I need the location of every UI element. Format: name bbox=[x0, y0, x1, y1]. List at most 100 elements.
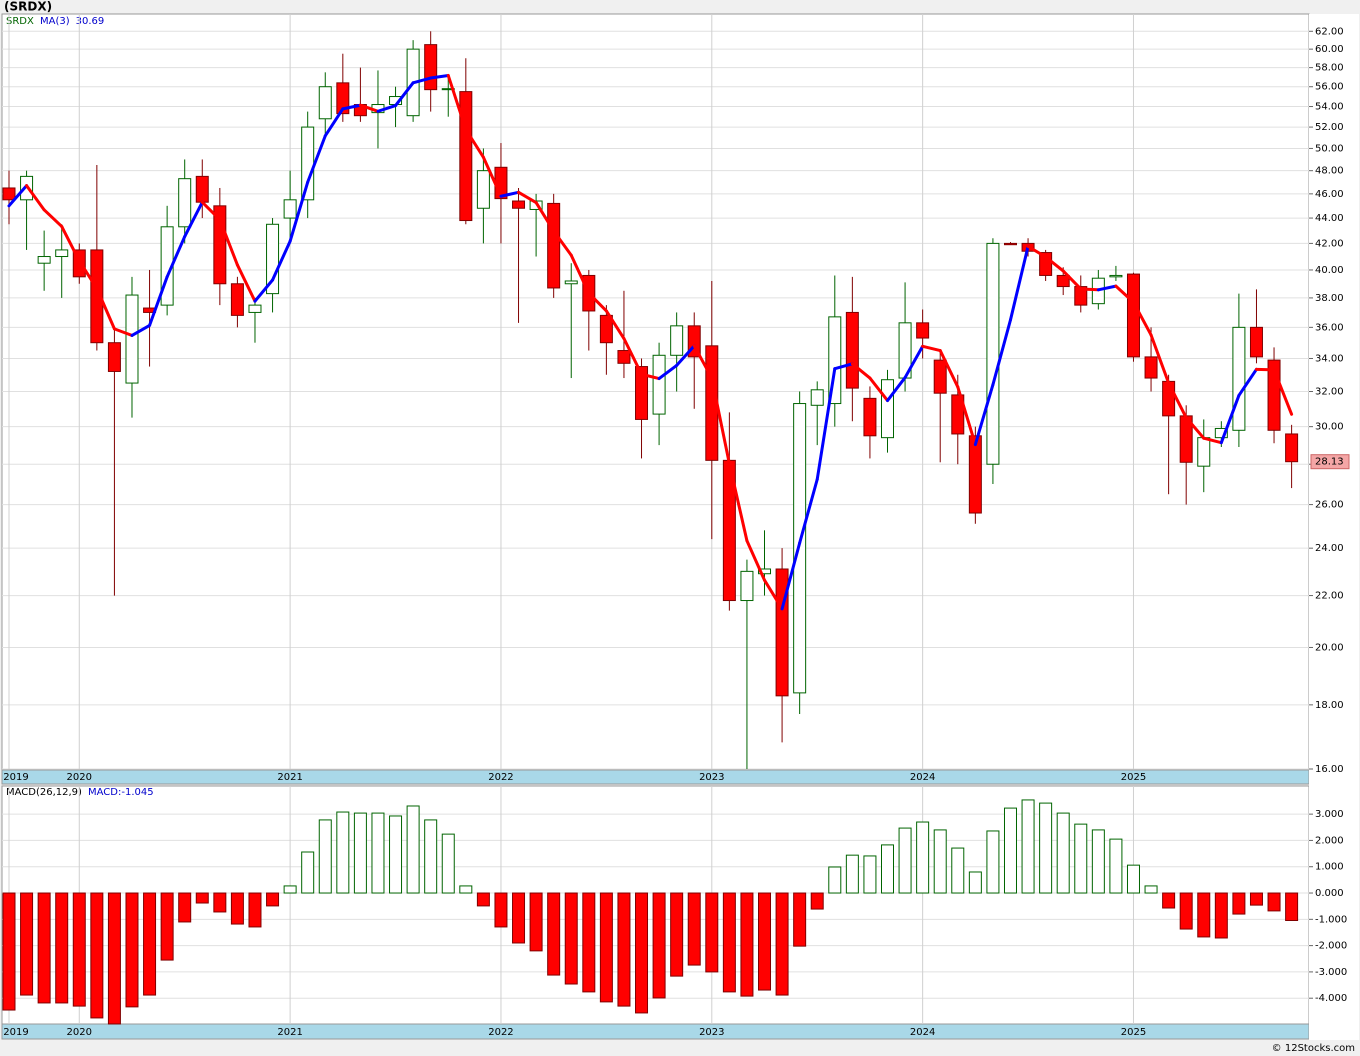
footer: © 12Stocks.com bbox=[1272, 1043, 1355, 1054]
ma-segment bbox=[323, 107, 345, 138]
candle-body bbox=[1249, 326, 1263, 358]
ma-segment bbox=[622, 337, 644, 376]
macd-bar bbox=[687, 892, 701, 966]
ma-segment bbox=[1114, 284, 1135, 304]
ma-segment bbox=[1131, 300, 1153, 337]
x-tick-label: 2019 bbox=[3, 772, 28, 783]
candle-body bbox=[37, 256, 51, 264]
candle-body bbox=[424, 44, 438, 91]
macd-bar bbox=[441, 833, 455, 894]
macd-bar bbox=[72, 892, 86, 1007]
y-tick-label: 62.00 bbox=[1315, 26, 1344, 37]
macd-bar bbox=[635, 892, 649, 1014]
candle-body bbox=[248, 304, 262, 313]
macd-bar bbox=[1056, 812, 1070, 894]
macd-bar bbox=[424, 819, 438, 894]
y-tick-label: 54.00 bbox=[1315, 102, 1344, 113]
y-tick-label: 30.00 bbox=[1315, 422, 1344, 433]
macd-bar bbox=[758, 892, 772, 991]
candle-body bbox=[740, 570, 754, 602]
candle-body bbox=[512, 200, 526, 209]
ma-segment bbox=[604, 309, 626, 341]
candle-body bbox=[107, 342, 121, 372]
candle-body bbox=[599, 314, 613, 344]
candle-body bbox=[810, 389, 824, 406]
ma-segment bbox=[1061, 269, 1083, 291]
x-tick-label: 2020 bbox=[67, 1027, 92, 1038]
ma-segment bbox=[42, 208, 64, 228]
ma-segment bbox=[253, 278, 275, 303]
ma-segment bbox=[1096, 284, 1118, 292]
macd-bar bbox=[670, 892, 684, 977]
x-tick-label: 2020 bbox=[67, 772, 92, 783]
candle-body bbox=[547, 202, 561, 289]
y-tick-label: 56.00 bbox=[1315, 82, 1344, 93]
y-tick-label: 46.00 bbox=[1315, 189, 1344, 200]
ma-segment bbox=[358, 103, 380, 113]
ma-segment bbox=[429, 73, 450, 80]
ma-segment bbox=[745, 539, 767, 582]
macd-bar bbox=[1074, 823, 1088, 894]
macd-bar bbox=[160, 892, 174, 961]
candle-body bbox=[1056, 274, 1070, 288]
ma-segment bbox=[868, 376, 889, 403]
macd-bar bbox=[143, 892, 157, 996]
axis-panel bbox=[1309, 14, 1359, 1040]
x-tick-label: 2025 bbox=[1121, 772, 1146, 783]
macd-bar bbox=[301, 851, 315, 894]
macd-bar bbox=[916, 821, 930, 894]
ma-segment bbox=[763, 578, 784, 611]
y-tick-label: -3.000 bbox=[1315, 967, 1347, 978]
y-tick-label: 52.00 bbox=[1315, 122, 1344, 133]
candle-body bbox=[845, 311, 859, 389]
y-tick-label: 44.00 bbox=[1315, 213, 1344, 224]
ma-segment bbox=[1008, 244, 1030, 322]
candle-body bbox=[90, 249, 104, 344]
candle-body bbox=[195, 175, 209, 203]
macd-bar bbox=[90, 892, 104, 1019]
macd-bar bbox=[1039, 802, 1053, 894]
candle-body bbox=[670, 325, 684, 356]
candle-body bbox=[1109, 274, 1123, 278]
macd-bar bbox=[1232, 892, 1246, 915]
ma-segment bbox=[1219, 393, 1241, 445]
ma-segment bbox=[1167, 381, 1188, 420]
ma-segment bbox=[306, 134, 327, 184]
macd-bar bbox=[107, 892, 121, 1025]
macd-bar bbox=[125, 892, 139, 1008]
macd-bar bbox=[1249, 892, 1263, 906]
candle-body bbox=[916, 322, 930, 339]
ma-segment bbox=[956, 385, 977, 447]
macd-bar bbox=[266, 892, 280, 907]
y-tick-label: 48.00 bbox=[1315, 166, 1344, 177]
macd-bar bbox=[599, 892, 613, 1003]
x-tick-label: 2023 bbox=[699, 1027, 724, 1038]
macd-bar bbox=[389, 815, 403, 894]
macd-bar bbox=[793, 892, 807, 947]
ma-segment bbox=[446, 73, 468, 131]
ma-segment bbox=[850, 362, 872, 380]
legend-ma: MA(3) 30.69 bbox=[40, 16, 104, 27]
macd-bar bbox=[318, 819, 332, 894]
ma-segment bbox=[692, 344, 714, 380]
macd-bar bbox=[582, 892, 596, 993]
macd-bar bbox=[37, 892, 51, 1004]
ma-segment bbox=[1184, 416, 1206, 440]
y-tick-label: -4.000 bbox=[1315, 993, 1347, 1004]
ma-segment bbox=[552, 229, 573, 257]
legend-ma-name: MA(3) bbox=[40, 16, 70, 27]
ma-segment bbox=[640, 372, 661, 381]
macd-bar bbox=[178, 892, 192, 923]
candle-body bbox=[617, 350, 631, 364]
macd-bar bbox=[336, 811, 350, 894]
candle-body bbox=[564, 280, 578, 285]
y-tick-label: 42.00 bbox=[1315, 238, 1344, 249]
ma-segment bbox=[481, 155, 503, 198]
macd-bar bbox=[722, 892, 736, 993]
ma-segment bbox=[464, 127, 485, 159]
ma-segment bbox=[95, 286, 116, 331]
x-tick-label: 2025 bbox=[1121, 1027, 1146, 1038]
macd-bar bbox=[1126, 864, 1140, 894]
